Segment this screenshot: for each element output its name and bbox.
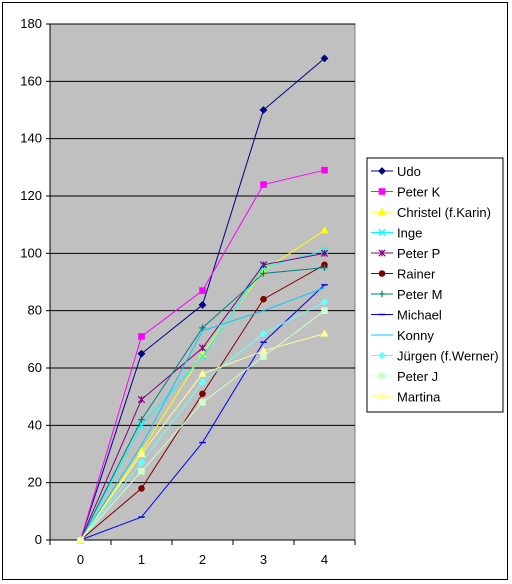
legend-label-peter-p: Peter P: [397, 246, 440, 261]
data-point-peter-m-1: [138, 416, 145, 423]
legend-item-michael: Michael: [371, 308, 442, 323]
y-tick-label-180: 180: [20, 16, 42, 31]
series-konny: [80, 287, 325, 541]
legend-item-christel-f-karin: Christel (f.Karin): [371, 205, 491, 220]
legend-label-udo: Udo: [397, 164, 421, 179]
data-point-martina-3: [259, 346, 268, 354]
series-martina: [76, 329, 329, 544]
data-point-j-rgen-f-werner-3: [259, 329, 268, 338]
data-point-peter-p-4: [320, 249, 329, 257]
x-tick-label-1: 1: [138, 552, 145, 567]
legend-label-j-rgen-f-werner: Jürgen (f.Werner): [397, 349, 499, 364]
data-point-peter-p-3: [259, 261, 268, 269]
data-point-peter-k-1: [138, 333, 145, 340]
data-point-peter-m-3: [260, 270, 267, 277]
data-point-peter-p-2: [198, 344, 207, 352]
data-point-christel-f-karin-4: [320, 226, 329, 234]
data-point-inge-2: [198, 352, 207, 361]
data-point-rainer-2: [199, 390, 206, 398]
data-point-peter-k-3: [260, 181, 267, 188]
data-point-peter-j-4: [321, 307, 328, 314]
legend-label-martina: Martina: [397, 390, 441, 405]
legend-box: [366, 157, 504, 413]
y-tick-label-120: 120: [20, 188, 42, 203]
legend-label-inge: Inge: [397, 226, 422, 241]
data-point-peter-j-1: [138, 467, 145, 475]
legend-item-j-rgen-f-werner: Jürgen (f.Werner): [371, 349, 499, 364]
y-tick-label-80: 80: [28, 303, 42, 318]
legend-label-peter-k: Peter K: [397, 185, 441, 200]
legend-item-inge: Inge: [371, 226, 422, 241]
data-point-martina-0: [76, 535, 85, 544]
data-point-peter-k-2: [199, 287, 206, 294]
legend-marker-inge: [378, 228, 386, 237]
legend-label-michael: Michael: [397, 308, 442, 323]
legend-marker-peter-k: [378, 188, 386, 195]
data-point-martina-4: [320, 329, 329, 337]
legend-item-martina: Martina: [371, 390, 441, 405]
data-point-udo-1: [137, 349, 146, 358]
legend-label-christel-f-karin: Christel (f.Karin): [397, 205, 491, 220]
x-tick-label-3: 3: [260, 552, 267, 567]
y-tick-label-100: 100: [20, 245, 42, 260]
x-tick-label-0: 0: [77, 552, 84, 567]
legend-item-peter-j: Peter J: [371, 369, 438, 384]
legend-item-rainer: Rainer: [371, 267, 436, 282]
legend-item-konny: Konny: [371, 328, 434, 343]
y-tick-label-20: 20: [28, 475, 42, 490]
data-point-peter-j-3: [260, 353, 267, 360]
data-point-j-rgen-f-werner-4: [320, 298, 329, 306]
y-tick-label-0: 0: [35, 532, 42, 547]
legend-marker-martina: [377, 392, 387, 400]
data-point-peter-j-2: [199, 399, 206, 406]
data-point-udo-4: [320, 54, 329, 63]
legend-item-peter-p: Peter P: [371, 246, 440, 261]
legend: Udo Peter K Christel (f.Karin) Inge Peter P R…: [366, 157, 504, 413]
data-point-rainer-1: [138, 485, 145, 492]
legend-marker-peter-m: [378, 290, 386, 298]
y-tick-label-60: 60: [28, 360, 42, 375]
data-point-j-rgen-f-werner-2: [198, 378, 207, 387]
data-point-udo-3: [259, 106, 268, 114]
legend-label-peter-m: Peter M: [397, 287, 443, 302]
data-point-j-rgen-f-werner-1: [137, 458, 146, 467]
gridlines: [50, 23, 355, 484]
data-point-peter-p-1: [137, 395, 146, 404]
series-line-konny: [80, 287, 325, 541]
legend-marker-peter-j: [378, 372, 386, 380]
series-layer: [76, 54, 329, 544]
axes: 0 20 40 60 80 100 120 140 160 180 0 1 2 3 4: [20, 16, 356, 567]
legend-marker-peter-p: [378, 249, 386, 257]
data-point-peter-k-4: [321, 166, 328, 174]
legend-label-konny: Konny: [397, 328, 434, 343]
y-tick-label-40: 40: [28, 417, 42, 432]
data-point-martina-1: [137, 449, 146, 458]
plot-area: [49, 23, 356, 541]
data-point-martina-2: [198, 369, 207, 377]
y-tick-label-160: 160: [20, 73, 42, 88]
x-tick-label-4: 4: [321, 552, 328, 567]
legend-item-peter-k: Peter K: [371, 185, 441, 200]
x-tick-label-2: 2: [199, 552, 206, 567]
data-point-peter-m-2: [199, 324, 206, 332]
legend-marker-udo: [378, 167, 386, 175]
legend-item-peter-m: Peter M: [371, 287, 443, 302]
y-tick-label-140: 140: [20, 131, 42, 146]
legend-label-rainer: Rainer: [397, 267, 436, 282]
data-point-peter-m-4: [321, 264, 328, 271]
data-point-udo-2: [198, 301, 207, 309]
data-point-rainer-3: [260, 295, 267, 303]
legend-marker-rainer: [378, 270, 386, 277]
legend-marker-christel-f-karin: [377, 207, 387, 216]
legend-marker-j-rgen-f-werner: [378, 351, 386, 360]
legend-label-peter-j: Peter J: [397, 369, 438, 384]
legend-item-udo: Udo: [371, 164, 421, 179]
